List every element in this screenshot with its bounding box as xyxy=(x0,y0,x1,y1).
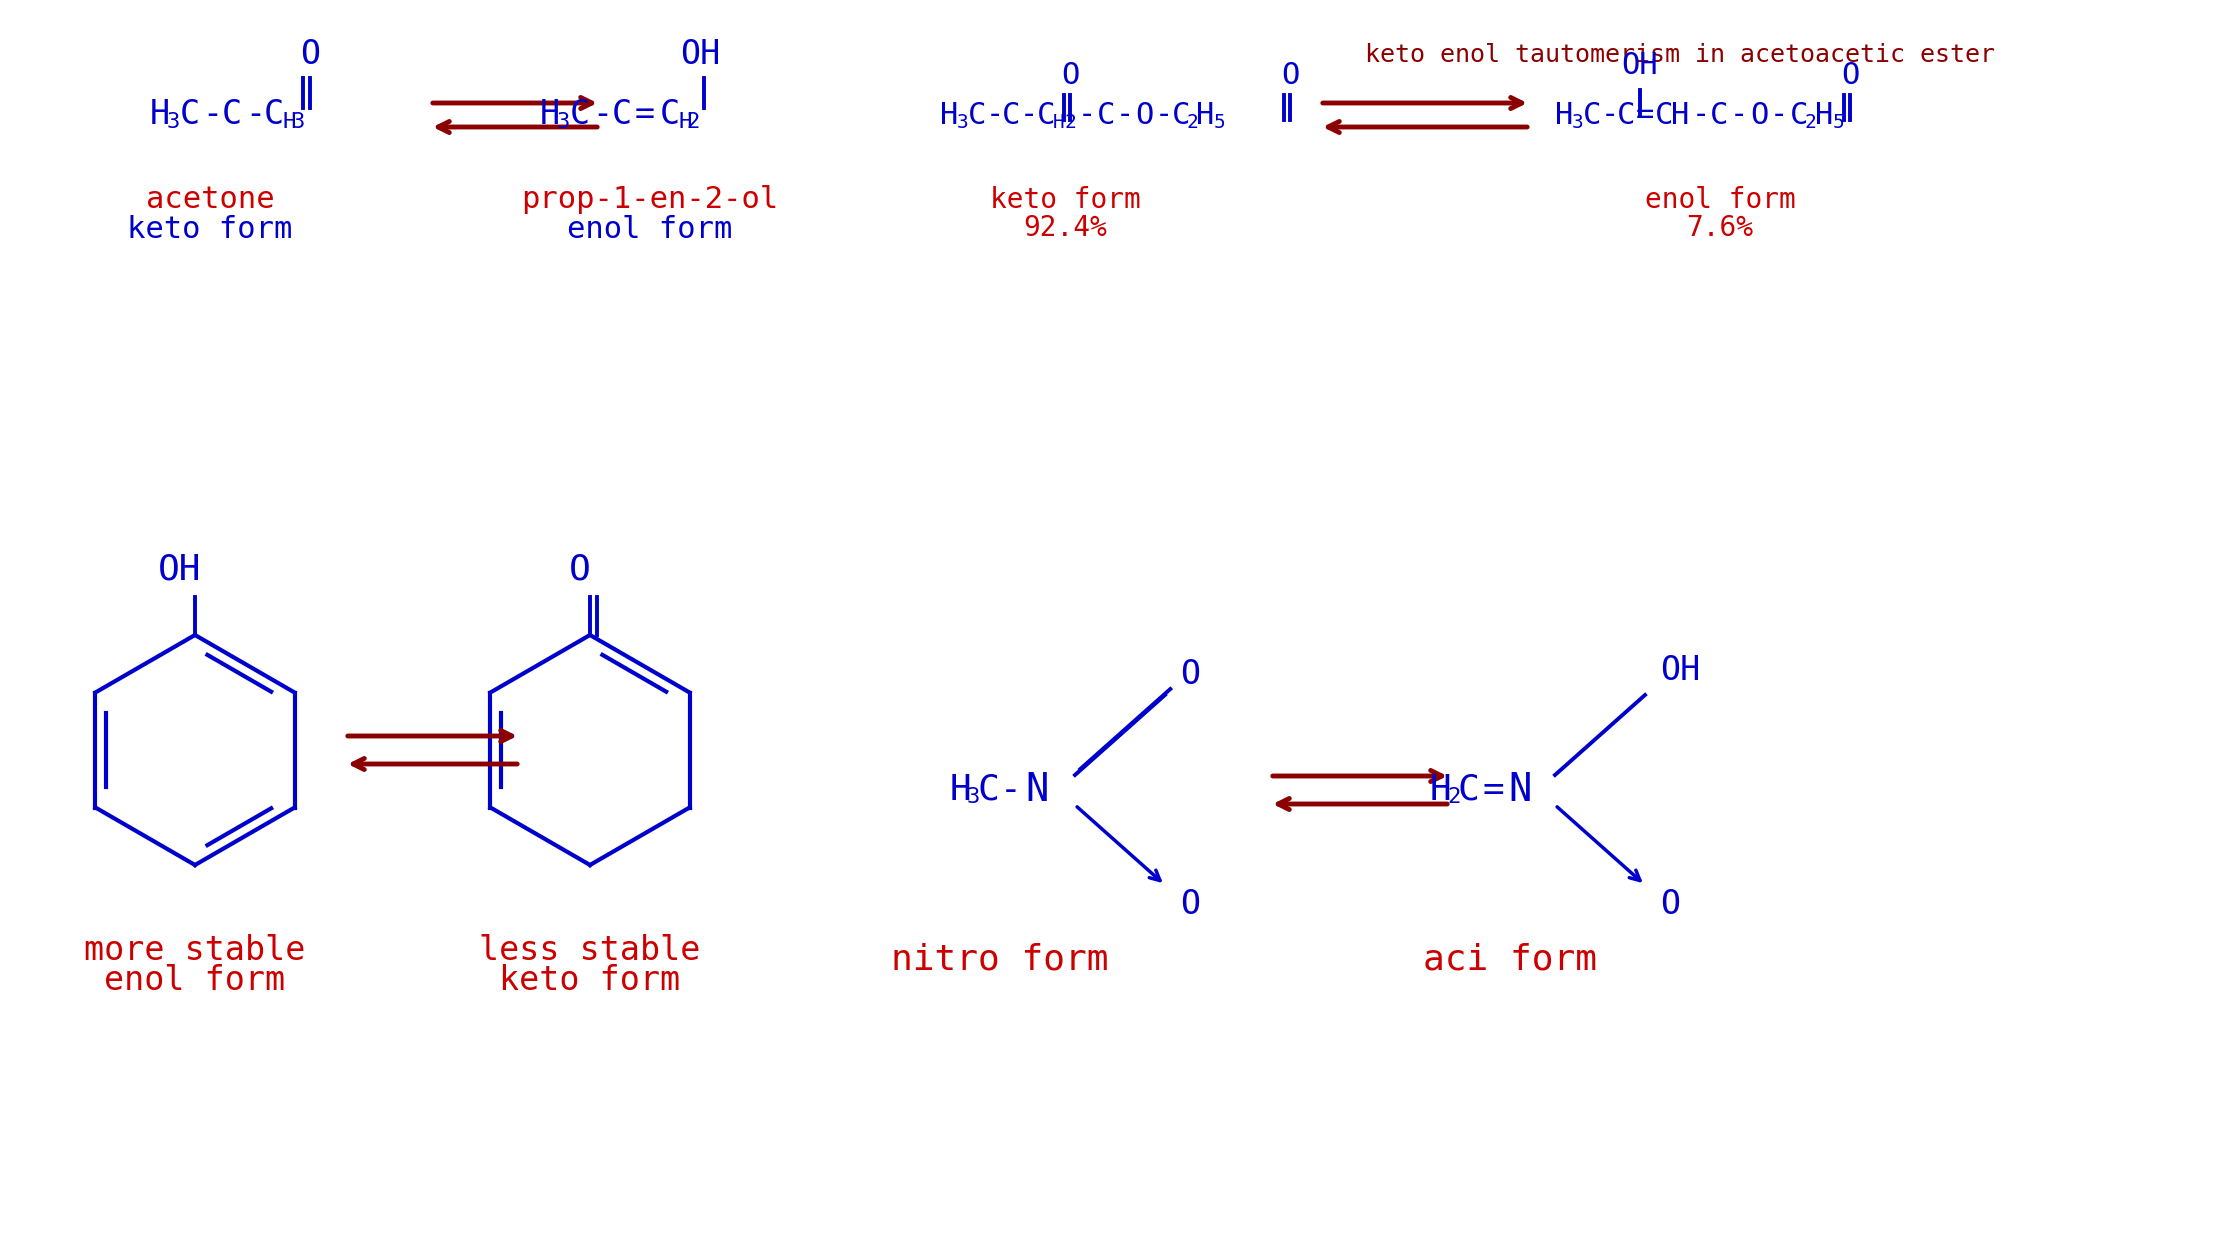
Text: enol form: enol form xyxy=(567,215,732,244)
Text: 3: 3 xyxy=(168,112,181,132)
Text: 2: 2 xyxy=(1064,112,1075,131)
Text: -: - xyxy=(1116,101,1133,130)
Text: 3: 3 xyxy=(968,788,981,806)
Text: O: O xyxy=(1180,888,1201,921)
Text: keto form: keto form xyxy=(500,964,681,997)
Text: H: H xyxy=(1429,772,1452,806)
Text: O: O xyxy=(1062,60,1080,89)
Text: C: C xyxy=(1617,101,1635,130)
Text: -: - xyxy=(999,772,1021,806)
Text: keto form: keto form xyxy=(128,215,293,244)
Text: 7.6%: 7.6% xyxy=(1687,214,1754,242)
Text: -: - xyxy=(1691,101,1711,130)
Text: H: H xyxy=(282,112,296,132)
Text: C: C xyxy=(1037,101,1055,130)
Text: 5: 5 xyxy=(1214,112,1225,131)
Text: -: - xyxy=(244,98,264,131)
Text: H: H xyxy=(950,772,972,806)
Text: C: C xyxy=(1655,101,1673,130)
Text: C: C xyxy=(1098,101,1116,130)
Text: -: - xyxy=(1770,101,1788,130)
Text: H: H xyxy=(679,112,692,132)
Text: C: C xyxy=(968,101,986,130)
Text: =: = xyxy=(1635,101,1655,130)
Text: H: H xyxy=(1814,101,1832,130)
Text: OH: OH xyxy=(1660,654,1700,687)
Text: O: O xyxy=(1749,101,1767,130)
Text: 3: 3 xyxy=(1572,112,1584,131)
Text: =: = xyxy=(1483,772,1503,806)
Text: N: N xyxy=(1026,771,1048,809)
Text: H: H xyxy=(1671,101,1689,130)
Text: enol form: enol form xyxy=(105,964,284,997)
Text: O: O xyxy=(1281,60,1299,89)
Text: C: C xyxy=(979,772,999,806)
Text: H: H xyxy=(1555,101,1572,130)
Text: acetone: acetone xyxy=(146,185,273,214)
Text: O: O xyxy=(300,39,320,72)
Text: OH: OH xyxy=(1622,50,1658,79)
Text: OH: OH xyxy=(681,39,719,72)
Text: C: C xyxy=(1709,101,1729,130)
Text: C: C xyxy=(661,98,681,131)
Text: O: O xyxy=(1660,888,1680,921)
Text: -: - xyxy=(1156,101,1174,130)
Text: -: - xyxy=(1077,101,1095,130)
Text: H: H xyxy=(540,98,560,131)
Text: H: H xyxy=(1196,101,1214,130)
Text: -: - xyxy=(1019,101,1039,130)
Text: nitro form: nitro form xyxy=(892,942,1109,976)
Text: C: C xyxy=(1172,101,1189,130)
Text: C: C xyxy=(569,98,589,131)
Text: -: - xyxy=(591,98,612,131)
Text: -: - xyxy=(1602,101,1620,130)
Text: =: = xyxy=(634,98,654,131)
Text: keto form: keto form xyxy=(990,186,1140,214)
Text: enol form: enol form xyxy=(1644,186,1796,214)
Text: C: C xyxy=(264,98,284,131)
Text: -: - xyxy=(1729,101,1749,130)
Text: O: O xyxy=(1180,659,1201,692)
Text: C: C xyxy=(1584,101,1602,130)
Text: C: C xyxy=(222,98,242,131)
Text: 3: 3 xyxy=(291,112,305,132)
Text: keto enol tautomerism in acetoacetic ester: keto enol tautomerism in acetoacetic est… xyxy=(1364,43,1996,67)
Text: 3: 3 xyxy=(956,112,968,131)
Text: O: O xyxy=(569,553,591,587)
Text: prop-1-en-2-ol: prop-1-en-2-ol xyxy=(522,185,780,214)
Text: C: C xyxy=(179,98,199,131)
Text: H: H xyxy=(941,101,959,130)
Text: OH: OH xyxy=(159,553,202,587)
Text: C: C xyxy=(1790,101,1808,130)
Text: O: O xyxy=(1136,101,1154,130)
Text: O: O xyxy=(1841,60,1859,89)
Text: more stable: more stable xyxy=(85,934,305,966)
Text: 3: 3 xyxy=(558,112,571,132)
Text: aci form: aci form xyxy=(1422,942,1597,976)
Text: 2: 2 xyxy=(685,112,699,132)
Text: -: - xyxy=(202,98,222,131)
Text: C: C xyxy=(1001,101,1021,130)
Text: 2: 2 xyxy=(1805,112,1817,131)
Text: C: C xyxy=(612,98,632,131)
Text: N: N xyxy=(1508,771,1532,809)
Text: 2: 2 xyxy=(1447,788,1460,806)
Text: 2: 2 xyxy=(1185,112,1198,131)
Text: H: H xyxy=(1053,112,1064,131)
Text: 92.4%: 92.4% xyxy=(1024,214,1107,242)
Text: 5: 5 xyxy=(1832,112,1846,131)
Text: less stable: less stable xyxy=(479,934,701,966)
Text: H: H xyxy=(150,98,170,131)
Text: C: C xyxy=(1458,772,1481,806)
Text: -: - xyxy=(986,101,1004,130)
